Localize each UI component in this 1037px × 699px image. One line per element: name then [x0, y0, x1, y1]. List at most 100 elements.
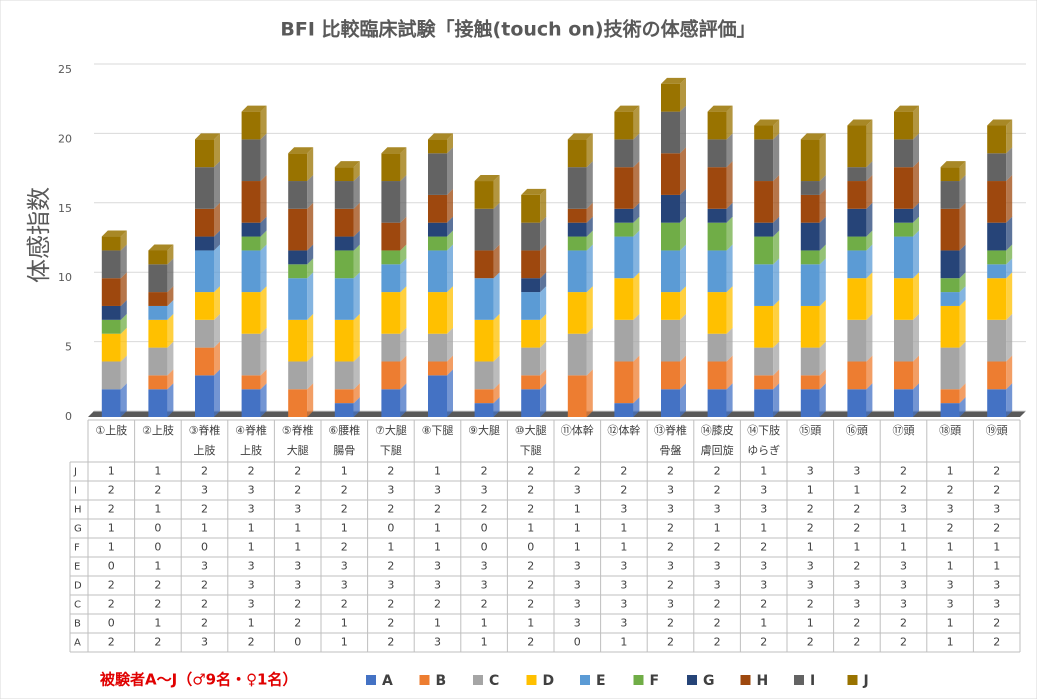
table-cell: 1 — [341, 636, 348, 649]
table-cell: 3 — [574, 617, 581, 630]
bar-side — [493, 244, 500, 279]
bar — [567, 167, 587, 209]
table-cell: 2 — [527, 503, 534, 516]
bar — [661, 319, 680, 362]
bar — [521, 347, 541, 376]
bar-side — [260, 216, 267, 237]
bar — [800, 305, 820, 348]
table-cell: 2 — [248, 636, 255, 649]
x-tick-label: ⑱頭 — [939, 424, 961, 437]
table-cell: 2 — [154, 579, 161, 592]
bar — [195, 375, 214, 417]
bar-side — [1006, 272, 1013, 320]
bar — [428, 139, 447, 154]
bar-side — [214, 133, 220, 168]
bar-side — [120, 327, 127, 362]
table-cell: 2 — [527, 484, 534, 497]
bar-side — [493, 313, 500, 362]
bar — [521, 222, 541, 251]
bar — [614, 278, 634, 320]
table-cell: 2 — [667, 617, 674, 630]
bar-top — [521, 188, 547, 195]
bar-side — [633, 161, 640, 209]
bar-side — [1006, 355, 1013, 390]
bar — [614, 403, 634, 417]
table-cell: 3 — [248, 503, 255, 516]
bar-side — [866, 119, 873, 168]
table-cell: 1 — [341, 465, 348, 478]
bar-side — [819, 133, 826, 182]
table-cell: 1 — [620, 541, 627, 554]
table-cell: 2 — [387, 598, 394, 611]
table-cell: 1 — [574, 522, 581, 535]
legend-swatch — [526, 675, 537, 685]
table-row-label: B — [74, 619, 81, 630]
bar — [521, 278, 541, 293]
table-cell: 0 — [108, 560, 115, 573]
bar — [474, 181, 494, 209]
y-tick-label: 5 — [65, 341, 72, 354]
table-cell: 3 — [574, 484, 581, 497]
table-cell: 1 — [154, 617, 161, 630]
bar-side — [586, 230, 593, 251]
table-cell: 2 — [201, 503, 208, 516]
table-cell: 3 — [341, 579, 348, 592]
bar — [195, 250, 214, 293]
bar-side — [586, 161, 593, 209]
bar — [894, 139, 913, 168]
bar — [428, 333, 447, 362]
table-cell: 2 — [853, 522, 860, 535]
bar — [707, 333, 727, 362]
table-cell: 2 — [108, 598, 115, 611]
bar — [521, 194, 541, 223]
bar-side — [913, 355, 919, 390]
bar-side — [447, 327, 453, 362]
table-cell: 1 — [853, 541, 860, 554]
bar-side — [913, 272, 919, 320]
table-cell: 3 — [248, 598, 255, 611]
table-cell: 2 — [807, 503, 814, 516]
table-cell: 3 — [434, 579, 441, 592]
table-cell: 2 — [154, 484, 161, 497]
bar-top — [381, 147, 407, 154]
bar-side — [307, 258, 314, 279]
bar-side — [353, 313, 360, 362]
bar-side — [819, 341, 826, 376]
bar-side — [260, 230, 267, 251]
table-row-label: A — [74, 638, 81, 649]
table-cell: 3 — [620, 560, 627, 573]
table-cell: 2 — [714, 465, 721, 478]
bar — [800, 389, 820, 417]
bar-side — [447, 369, 453, 417]
bar-side — [167, 286, 174, 306]
bar — [707, 361, 727, 390]
bar — [661, 111, 680, 154]
bar-side — [1006, 216, 1013, 251]
bar — [754, 236, 774, 265]
table-cell: 1 — [434, 522, 441, 535]
x-tick-label: ⑫体幹 — [607, 423, 640, 437]
bar-side — [167, 341, 174, 376]
bar-side — [726, 216, 733, 251]
table-cell: 2 — [201, 465, 208, 478]
bar-side — [633, 313, 640, 362]
bar — [241, 222, 261, 237]
bar-side — [726, 133, 733, 168]
bar-side — [726, 202, 733, 223]
bar-side — [913, 313, 919, 362]
table-cell: 2 — [201, 579, 208, 592]
bar — [754, 375, 774, 390]
table-cell: 3 — [387, 484, 394, 497]
bar-side — [400, 355, 407, 390]
table-cell: 2 — [667, 636, 674, 649]
bar — [987, 181, 1007, 223]
bar — [521, 292, 541, 320]
bar-side — [913, 230, 919, 279]
x-tick-label: 下腿 — [520, 444, 542, 457]
table-row-label: E — [74, 562, 80, 573]
bar — [241, 292, 261, 334]
bar — [847, 181, 867, 209]
bar — [614, 111, 634, 140]
bar — [474, 389, 494, 404]
bar-side — [913, 216, 919, 237]
